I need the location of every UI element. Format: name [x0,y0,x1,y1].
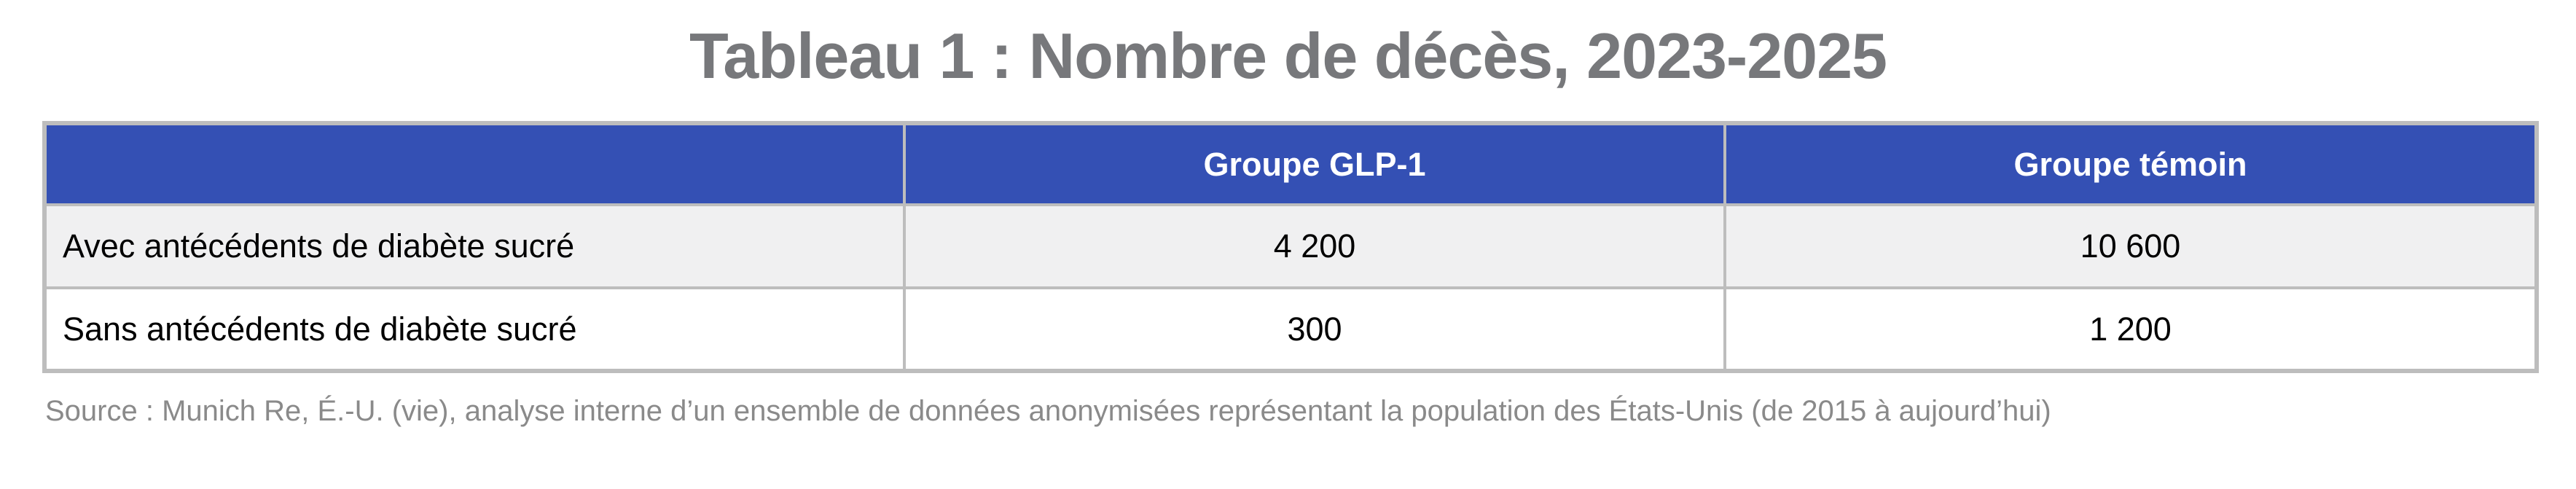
table-row: Sans antécédents de diabète sucré 300 1 … [43,286,2538,372]
cell-sans-glp1: 300 [903,286,1726,372]
page: Tableau 1 : Nombre de décès, 2023-2025 G… [0,19,2576,489]
header-row: Groupe GLP-1 Groupe témoin [43,122,2538,206]
source-note: Source : Munich Re, É.-U. (vie), analyse… [45,395,2051,427]
deaths-table: Groupe GLP-1 Groupe témoin Avec antécéde… [42,121,2539,373]
column-header-empty [43,122,906,206]
page-title: Tableau 1 : Nombre de décès, 2023-2025 [689,20,1887,92]
column-header-groupe-temoin: Groupe témoin [1723,122,2538,206]
row-label-sans-antecedents: Sans antécédents de diabète sucré [43,286,906,372]
cell-avec-temoin: 10 600 [1723,203,2538,289]
row-label-avec-antecedents: Avec antécédents de diabète sucré [43,203,906,289]
cell-sans-temoin: 1 200 [1723,286,2538,372]
column-header-groupe-glp1: Groupe GLP-1 [903,122,1726,206]
table-row: Avec antécédents de diabète sucré 4 200 … [43,203,2538,289]
cell-avec-glp1: 4 200 [903,203,1726,289]
